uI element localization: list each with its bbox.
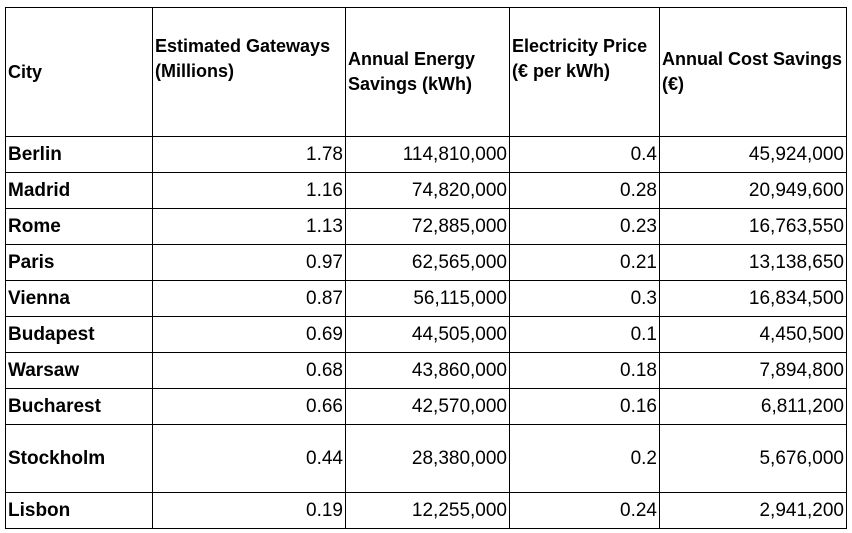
cell-gateways: 0.19	[152, 492, 346, 529]
cell-city: Madrid	[5, 172, 153, 209]
cell-price: 0.4	[509, 136, 660, 173]
cell-price: 0.2	[509, 424, 660, 493]
cell-price: 0.3	[509, 280, 660, 317]
cell-gateways: 0.68	[152, 352, 346, 389]
header-electricity-price: Electricity Price (€ per kWh)	[509, 7, 660, 137]
cell-energy-savings: 12,255,000	[345, 492, 510, 529]
cell-energy-savings: 114,810,000	[345, 136, 510, 173]
table-row: Budapest 0.69 44,505,000 0.1 4,450,500	[5, 316, 847, 353]
table-row: Vienna 0.87 56,115,000 0.3 16,834,500	[5, 280, 847, 317]
header-row: City Estimated Gateways (Millions) Annua…	[5, 7, 847, 137]
cell-cost-savings: 13,138,650	[659, 244, 847, 281]
cell-city: Warsaw	[5, 352, 153, 389]
cell-energy-savings: 74,820,000	[345, 172, 510, 209]
cell-gateways: 0.87	[152, 280, 346, 317]
cell-cost-savings: 7,894,800	[659, 352, 847, 389]
cell-gateways: 0.69	[152, 316, 346, 353]
cell-city: Berlin	[5, 136, 153, 173]
cell-price: 0.16	[509, 388, 660, 425]
header-annual-cost-savings: Annual Cost Savings (€)	[659, 7, 847, 137]
cell-cost-savings: 5,676,000	[659, 424, 847, 493]
table-row: Rome 1.13 72,885,000 0.23 16,763,550	[5, 208, 847, 245]
cell-energy-savings: 62,565,000	[345, 244, 510, 281]
cell-cost-savings: 45,924,000	[659, 136, 847, 173]
cell-gateways: 0.66	[152, 388, 346, 425]
cell-energy-savings: 42,570,000	[345, 388, 510, 425]
cell-city: Bucharest	[5, 388, 153, 425]
cell-energy-savings: 43,860,000	[345, 352, 510, 389]
cell-price: 0.24	[509, 492, 660, 529]
cell-city: Rome	[5, 208, 153, 245]
cell-city: Paris	[5, 244, 153, 281]
cell-price: 0.18	[509, 352, 660, 389]
cell-cost-savings: 6,811,200	[659, 388, 847, 425]
cell-city: Lisbon	[5, 492, 153, 529]
cell-energy-savings: 56,115,000	[345, 280, 510, 317]
table-row: Berlin 1.78 114,810,000 0.4 45,924,000	[5, 136, 847, 173]
cell-gateways: 1.13	[152, 208, 346, 245]
table-row: Stockholm 0.44 28,380,000 0.2 5,676,000	[5, 424, 847, 493]
cell-price: 0.1	[509, 316, 660, 353]
cell-cost-savings: 16,763,550	[659, 208, 847, 245]
cell-gateways: 0.44	[152, 424, 346, 493]
table-row: Lisbon 0.19 12,255,000 0.24 2,941,200	[5, 492, 847, 529]
cell-price: 0.21	[509, 244, 660, 281]
header-estimated-gateways: Estimated Gateways (Millions)	[152, 7, 346, 137]
cell-cost-savings: 20,949,600	[659, 172, 847, 209]
cell-gateways: 1.78	[152, 136, 346, 173]
header-annual-energy-savings: Annual Energy Savings (kWh)	[345, 7, 510, 137]
cell-energy-savings: 28,380,000	[345, 424, 510, 493]
cell-price: 0.23	[509, 208, 660, 245]
cell-price: 0.28	[509, 172, 660, 209]
cell-gateways: 0.97	[152, 244, 346, 281]
cell-city: Vienna	[5, 280, 153, 317]
table-row: Madrid 1.16 74,820,000 0.28 20,949,600	[5, 172, 847, 209]
table-row: Warsaw 0.68 43,860,000 0.18 7,894,800	[5, 352, 847, 389]
cell-energy-savings: 72,885,000	[345, 208, 510, 245]
cell-gateways: 1.16	[152, 172, 346, 209]
table-row: Paris 0.97 62,565,000 0.21 13,138,650	[5, 244, 847, 281]
cell-city: Budapest	[5, 316, 153, 353]
cell-cost-savings: 2,941,200	[659, 492, 847, 529]
cell-cost-savings: 16,834,500	[659, 280, 847, 317]
header-city: City	[5, 7, 153, 137]
cell-energy-savings: 44,505,000	[345, 316, 510, 353]
city-savings-table: City Estimated Gateways (Millions) Annua…	[5, 7, 847, 529]
table-row: Bucharest 0.66 42,570,000 0.16 6,811,200	[5, 388, 847, 425]
cell-cost-savings: 4,450,500	[659, 316, 847, 353]
cell-city: Stockholm	[5, 424, 153, 493]
